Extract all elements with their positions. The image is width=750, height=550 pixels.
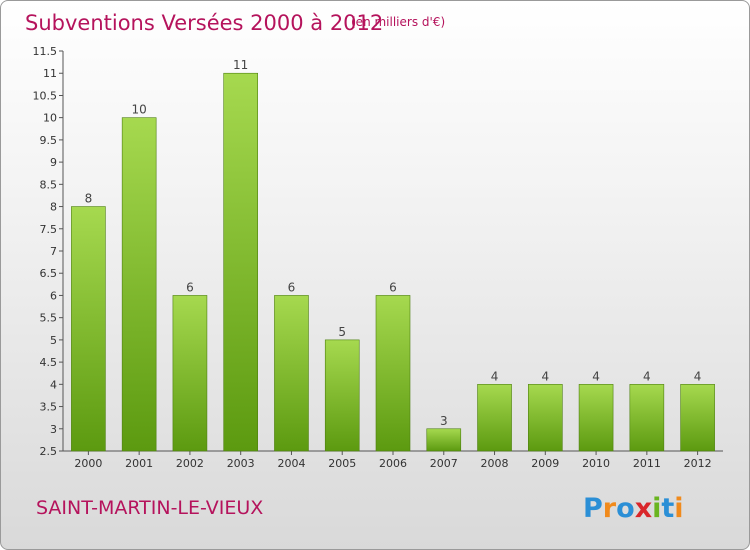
bar-value-label: 3 xyxy=(440,414,448,428)
x-tick-label: 2012 xyxy=(684,457,712,470)
y-tick-label: 4 xyxy=(50,378,57,391)
bar-value-label: 4 xyxy=(491,369,499,383)
y-tick-label: 3 xyxy=(50,423,57,436)
y-tick-label: 8.5 xyxy=(40,178,58,191)
bar xyxy=(121,117,157,452)
bar xyxy=(477,384,512,452)
x-axis: 2000 2001 2002 2003 2004 2005 2006 2007 2008 2009… xyxy=(63,450,723,470)
x-tick-label: 2001 xyxy=(125,457,153,470)
y-tick-label: 11.5 xyxy=(33,45,58,58)
y-tick-label: 5.5 xyxy=(40,312,58,325)
x-tick-label: 2008 xyxy=(481,457,509,470)
x-tick-label: 2005 xyxy=(328,457,356,470)
y-tick-label: 7.5 xyxy=(40,223,58,236)
bar xyxy=(528,384,563,452)
y-tick-label: 8 xyxy=(50,201,57,214)
x-tick-label: 2004 xyxy=(277,457,305,470)
bars: 8 10 6 11 6 5 6 3 4 4 4 4 4 xyxy=(71,58,715,452)
x-tick-label: 2009 xyxy=(531,457,559,470)
y-tick-label: 10.5 xyxy=(33,89,58,102)
bar-value-label: 4 xyxy=(694,369,702,383)
y-axis: 2.5 3 3.5 4 4.5 5 5.5 6 6.5 7 7.5 8 8.5 9 9.5 10 10.5 11 1… xyxy=(33,45,64,458)
y-tick-label: 9.5 xyxy=(40,134,58,147)
bar-value-label: 6 xyxy=(389,280,397,294)
bar xyxy=(629,384,665,452)
y-tick-label: 4.5 xyxy=(40,356,58,369)
bar xyxy=(680,384,715,452)
bar xyxy=(426,428,462,452)
x-tick-label: 2011 xyxy=(633,457,661,470)
bar-value-label: 5 xyxy=(338,325,346,339)
x-tick-label: 2006 xyxy=(379,457,407,470)
bar xyxy=(324,339,360,452)
bar xyxy=(274,295,309,452)
chart-unit-note: (en milliers d'€) xyxy=(351,15,445,29)
bar-value-label: 4 xyxy=(592,369,600,383)
bar-value-label: 6 xyxy=(288,280,296,294)
bar xyxy=(71,206,106,452)
x-tick-label: 2000 xyxy=(74,457,102,470)
bar-value-label: 11 xyxy=(233,58,248,72)
x-tick-label: 2003 xyxy=(227,457,255,470)
bar xyxy=(375,295,411,452)
bar-value-label: 4 xyxy=(541,369,549,383)
y-tick-label: 10 xyxy=(43,112,57,125)
bar-value-label: 10 xyxy=(132,103,147,117)
y-tick-label: 6.5 xyxy=(40,267,58,280)
x-tick-label: 2007 xyxy=(430,457,458,470)
proxiti-logo: Proxiti xyxy=(583,493,684,524)
bar-value-label: 4 xyxy=(643,369,651,383)
bar xyxy=(172,295,208,452)
y-tick-label: 3.5 xyxy=(40,401,58,414)
x-tick-label: 2010 xyxy=(582,457,610,470)
y-tick-label: 11 xyxy=(43,67,57,80)
y-tick-label: 2.5 xyxy=(40,445,58,458)
bar-value-label: 8 xyxy=(85,192,93,206)
bar xyxy=(578,384,614,452)
bar xyxy=(223,72,258,452)
y-tick-label: 9 xyxy=(50,156,57,169)
y-tick-label: 7 xyxy=(50,245,57,258)
y-tick-label: 5 xyxy=(50,334,57,347)
x-tick-label: 2002 xyxy=(176,457,204,470)
place-name: SAINT-MARTIN-LE-VIEUX xyxy=(36,497,263,519)
y-tick-label: 6 xyxy=(50,289,57,302)
bar-value-label: 6 xyxy=(186,280,194,294)
chart-title: Subventions Versées 2000 à 2012 xyxy=(25,11,383,35)
